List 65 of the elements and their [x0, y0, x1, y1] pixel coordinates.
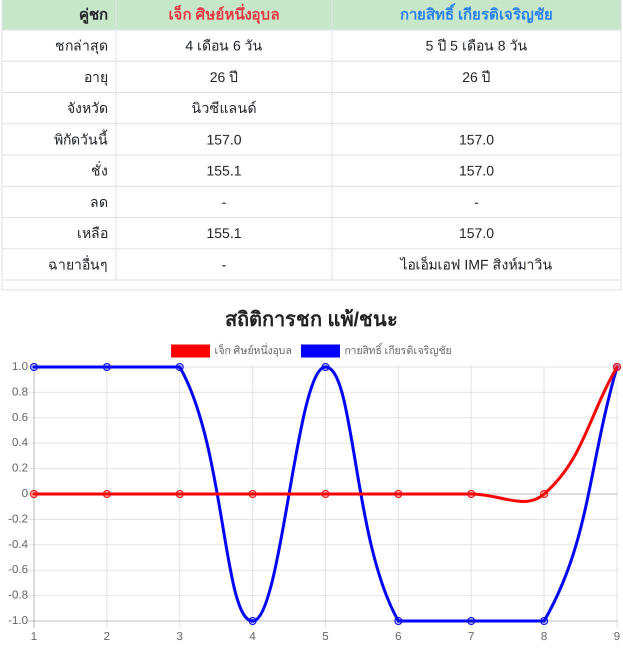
category-label: ลด	[90, 194, 108, 210]
category-label: เจ็ก ศิษย์หนึ่งอุบล	[168, 4, 280, 24]
y-tick-label: 0.8	[12, 386, 28, 398]
text: -	[222, 194, 226, 210]
text: 4 เดือน 6 วัน	[185, 38, 263, 54]
text: -	[474, 194, 479, 210]
point	[467, 617, 476, 625]
text: 26 ปี	[210, 68, 238, 85]
point	[248, 617, 257, 625]
legend-label: เจ็ก ศิษย์หนึ่งอุบล	[214, 343, 292, 357]
text: -	[222, 256, 226, 272]
category-label: กายสิทธิ์ เกียรติเจริญชัย	[400, 2, 554, 24]
y-tick-label: -0.4	[8, 538, 29, 551]
category-label: ชั่ง	[91, 162, 108, 179]
point	[176, 363, 184, 371]
x-tick-label: 5	[322, 631, 329, 643]
point	[30, 363, 38, 371]
text: 155.1	[206, 162, 242, 179]
x-tick-label: 4	[249, 631, 256, 643]
text: 157.0	[458, 131, 494, 148]
point	[322, 363, 330, 371]
point	[467, 490, 476, 498]
text: 157.0	[458, 225, 494, 242]
legend-label: กายสิทธิ์ เกียรติเจริญชัย	[344, 342, 452, 357]
category-label: พิกัดวันนี้	[54, 131, 108, 148]
category-label: จังหวัด	[67, 100, 108, 116]
category-label: คู่ชก	[79, 6, 108, 24]
point	[102, 490, 111, 498]
y-tick-label: 0.2	[12, 462, 28, 475]
y-tick-label: 0.4	[12, 437, 29, 450]
point	[540, 617, 548, 625]
y-tick-label: 0.6	[12, 412, 28, 424]
point	[394, 617, 402, 625]
point	[394, 490, 402, 498]
y-tick-label: -0.6	[8, 564, 28, 576]
y-tick-label: 0	[22, 488, 28, 500]
x-tick-label: 1	[30, 631, 38, 643]
text: 5 ปี 5 เดือน 8 วัน	[426, 38, 528, 54]
point	[540, 490, 548, 498]
category-label: ชกล่าสุด	[55, 38, 108, 54]
text: 157.0	[458, 162, 494, 179]
x-tick-label: 9	[614, 631, 620, 643]
y-tick-label: -0.8	[8, 590, 28, 602]
y-tick-label: -1.0	[8, 615, 28, 627]
point	[176, 490, 184, 498]
x-tick-label: 6	[395, 631, 402, 643]
x-tick-label: 8	[540, 631, 548, 643]
category-label: เหลือ	[77, 225, 108, 242]
text: นิวซีแลนด์	[192, 100, 256, 116]
text: 26 ปี	[462, 68, 491, 85]
category-label: ฉายาอื่นๆ	[48, 256, 108, 272]
point	[248, 490, 257, 498]
y-tick-label: -0.2	[8, 513, 28, 526]
chart-title: สถิติการชก แพ้/ชนะ	[224, 308, 398, 331]
point	[322, 490, 330, 498]
text: 157.0	[206, 131, 242, 148]
category-label: อายุ	[84, 68, 108, 85]
point	[30, 490, 38, 498]
x-tick-label: 3	[176, 631, 183, 643]
text: 155.1	[206, 225, 242, 242]
text: ไอเอ็มเอฟ IMF สิงห์มาวิน	[400, 256, 552, 272]
x-tick-label: 2	[104, 631, 110, 643]
point	[102, 363, 111, 371]
x-tick-label: 7	[468, 631, 474, 643]
y-tick-label: 1.0	[12, 361, 28, 373]
